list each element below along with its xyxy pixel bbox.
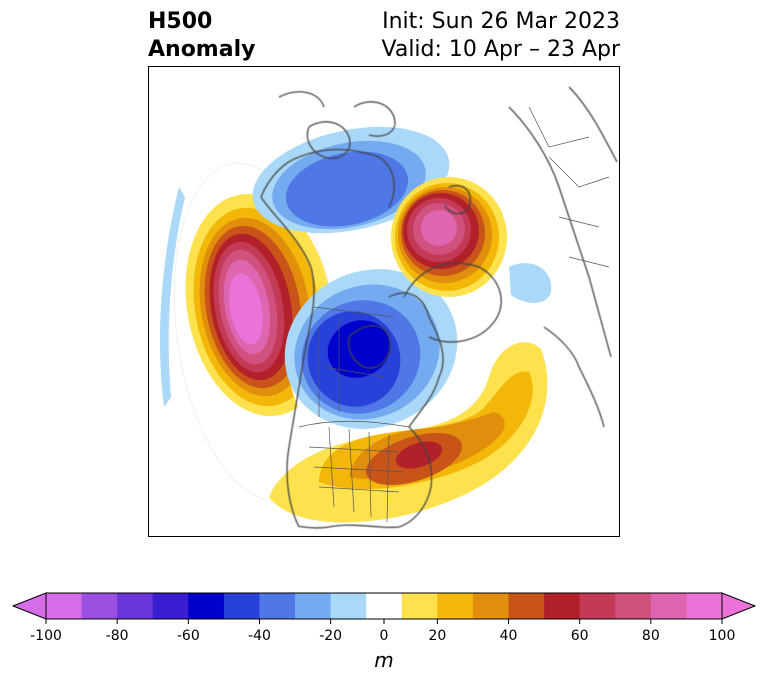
init-date: Init: Sun 26 Mar 2023: [382, 9, 620, 34]
colorbar-cell: [686, 593, 723, 619]
anomaly-map: [148, 66, 620, 537]
colorbar-tick-label: -80: [105, 628, 129, 644]
colorbar-extend-low: [11, 592, 47, 620]
colorbar-tick-label: 40: [499, 628, 518, 644]
colorbar-cell: [188, 593, 225, 619]
colorbar-cell: [223, 593, 260, 619]
colorbar-unit: m: [374, 648, 394, 672]
colorbar-tick-label: 80: [641, 628, 660, 644]
date-info: Init: Sun 26 Mar 2023 Valid: 10 Apr – 23…: [382, 8, 621, 64]
colorbar-tick-label: -60: [176, 628, 200, 644]
colorbar-tick-label: -100: [30, 628, 62, 644]
colorbar-cell: [295, 593, 332, 619]
anomaly-negative-siberia: [509, 263, 552, 303]
colorbar-cell: [437, 593, 474, 619]
colorbar-cell: [579, 593, 616, 619]
colorbar-cell: [508, 593, 545, 619]
colorbar-tick-label: -40: [248, 628, 271, 644]
map-title: H500 Anomaly: [148, 8, 255, 64]
anomaly-positive-eastus: [269, 342, 548, 523]
colorbar-cell: [81, 593, 118, 619]
title-line-1: H500: [148, 9, 213, 34]
colorbar-tick-label: 0: [379, 628, 389, 644]
colorbar-cell: [650, 593, 687, 619]
colorbar-tick-label: 60: [570, 628, 589, 644]
colorbar-cell: [46, 593, 83, 619]
colorbar-cell: [117, 593, 154, 619]
colorbar-cell: [472, 593, 510, 619]
coastlines: [260, 86, 618, 529]
political-borders: [298, 106, 610, 523]
colorbar-tick-label: -20: [319, 628, 343, 644]
colorbar: [11, 592, 757, 624]
colorbar-cell: [615, 593, 652, 619]
colorbar-cell: [330, 593, 367, 619]
colorbar-cell: [366, 593, 403, 619]
colorbar-cell: [401, 593, 438, 619]
anomaly-positive-arctic: [391, 177, 507, 297]
anomaly-negative-north: [252, 126, 450, 234]
colorbar-tick-label: 100: [708, 628, 736, 644]
colorbar-cell: [259, 593, 296, 619]
colorbar-extend-high: [721, 592, 757, 620]
anomaly-negative-westedge: [159, 187, 185, 407]
colorbar-tick-label: 20: [428, 628, 447, 644]
colorbar-cell: [544, 593, 581, 619]
valid-period: Valid: 10 Apr – 23 Apr: [381, 37, 621, 62]
title-line-2: Anomaly: [148, 37, 256, 62]
colorbar-cell: [152, 593, 189, 619]
